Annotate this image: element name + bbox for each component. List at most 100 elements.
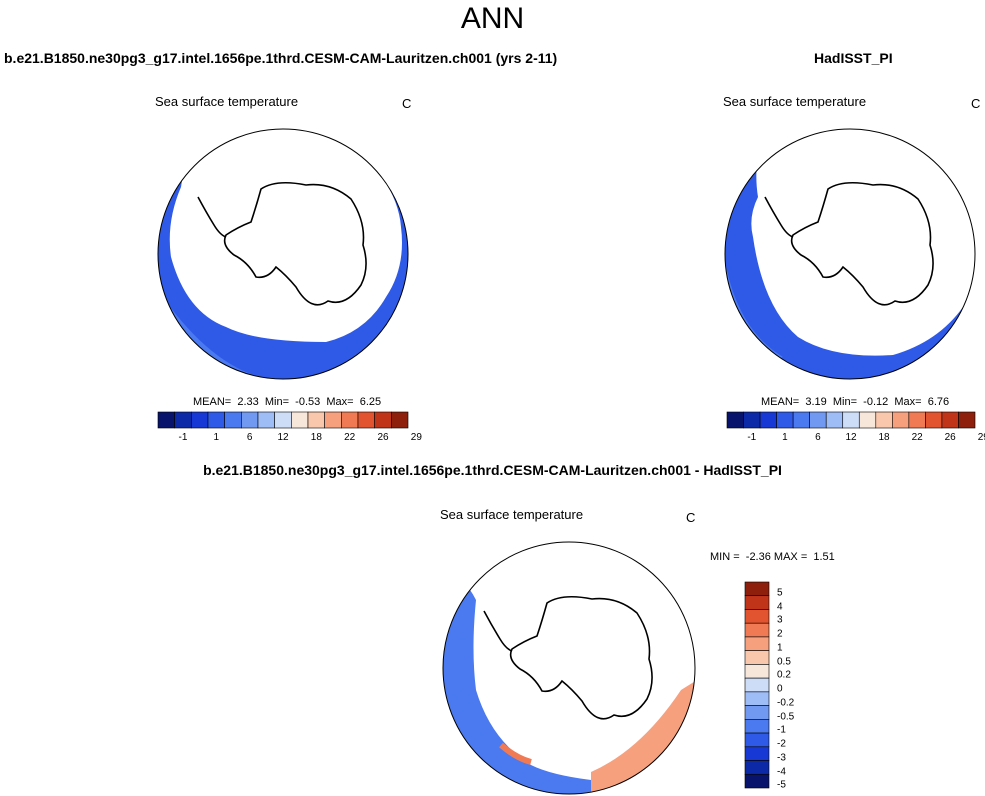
obs-colorbar-swatch bbox=[726, 411, 744, 429]
model-colorbar-swatch bbox=[357, 411, 375, 429]
model-colorbar-tick-label: -1 bbox=[178, 432, 188, 443]
diff-colorbar-tick-label: 4 bbox=[777, 601, 783, 613]
diff-antarctica-outline bbox=[509, 595, 653, 720]
obs-colorbar-tick-label: 6 bbox=[815, 432, 821, 443]
model-colorbar-labels: -1 1 6 12 18 22 26 29 bbox=[158, 432, 422, 446]
model-colorbar-swatch bbox=[307, 411, 325, 429]
model-colorbar-tick-label: 6 bbox=[246, 432, 253, 443]
obs-colorbar-swatch bbox=[858, 411, 877, 429]
obs-polar-map bbox=[724, 128, 976, 380]
figure-title: ANN bbox=[460, 2, 525, 35]
diff-case-title: b.e21.B1850.ne30pg3_g17.intel.1656pe.1th… bbox=[203, 462, 782, 478]
diff-min-value: -2.36 bbox=[745, 551, 771, 563]
model-colorbar-swatch bbox=[257, 411, 275, 429]
model-colorbar-tick-label: 29 bbox=[410, 432, 422, 443]
obs-min-value: -0.12 bbox=[863, 396, 889, 408]
model-max-value: 6.25 bbox=[359, 396, 382, 408]
model-ocean-band-north bbox=[158, 287, 408, 379]
obs-min-label: Min= bbox=[832, 396, 858, 408]
model-colorbar-swatch bbox=[291, 411, 309, 429]
diff-variable-label: Sea surface temperature bbox=[440, 507, 584, 522]
diff-colorbar-tick-label: 3 bbox=[777, 614, 783, 626]
diff-colorbar-swatch bbox=[744, 746, 770, 761]
diff-colorbar-swatch bbox=[744, 650, 770, 665]
diff-min-label: MIN = bbox=[710, 551, 740, 563]
diff-colorbar-tick-label: -1 bbox=[777, 724, 786, 736]
model-colorbar-tick-label: 18 bbox=[310, 432, 322, 443]
diff-colorbar-tick-label: -3 bbox=[777, 752, 786, 764]
diff-map-border bbox=[442, 541, 696, 795]
diff-colorbar-swatch bbox=[744, 732, 770, 748]
model-colorbar-swatch bbox=[241, 411, 259, 429]
obs-stats: MEAN= 3.19 Min= -0.12 Max= 6.76 bbox=[761, 396, 949, 408]
model-colorbar bbox=[157, 411, 409, 429]
model-colorbar-swatch bbox=[191, 411, 209, 429]
obs-mean-label: MEAN= bbox=[761, 396, 800, 408]
obs-max-value: 6.76 bbox=[927, 396, 950, 408]
diff-colorbar-tick-label: -0.2 bbox=[777, 697, 795, 709]
diff-negative-region bbox=[443, 577, 591, 794]
model-colorbar-tick-label: 22 bbox=[344, 432, 356, 443]
obs-colorbar-swatch bbox=[809, 411, 827, 429]
diff-colorbar-labels: 5 4 3 2 1 0.5 0.2 0 -0.2 -0.5 -1 -2 -3 -4 -5 bbox=[777, 582, 817, 791]
model-mean-label: MEAN= bbox=[193, 396, 232, 408]
diff-stats: MIN = -2.36 MAX = 1.51 bbox=[710, 551, 835, 563]
model-colorbar-swatch bbox=[374, 411, 392, 429]
diff-colorbar-swatch bbox=[744, 636, 770, 651]
diff-max-value: 1.51 bbox=[813, 551, 835, 563]
obs-colorbar-tick-label: 12 bbox=[845, 432, 857, 443]
diff-colorbar-tick-label: 0 bbox=[777, 683, 783, 695]
model-colorbar-swatch bbox=[174, 411, 192, 429]
diff-peninsula-outline bbox=[483, 610, 513, 652]
obs-colorbar-labels: -1 1 6 12 18 22 26 29 bbox=[727, 432, 985, 446]
diff-colorbar-swatch bbox=[744, 664, 770, 679]
diff-colorbar-tick-label: -0.5 bbox=[777, 711, 795, 723]
diff-colorbar-tick-label: 1 bbox=[777, 642, 783, 654]
diff-colorbar-swatch bbox=[744, 595, 770, 610]
model-variable-label: Sea surface temperature bbox=[155, 94, 299, 109]
diff-colorbar-tick-label: 0.2 bbox=[777, 669, 791, 681]
obs-colorbar bbox=[726, 411, 976, 429]
model-colorbar-swatch bbox=[391, 411, 409, 429]
model-map-border bbox=[157, 128, 409, 380]
diff-colorbar-swatch bbox=[744, 760, 770, 775]
model-colorbar-swatch bbox=[224, 411, 242, 429]
model-polar-map bbox=[157, 128, 409, 380]
diff-colorbar-swatch bbox=[744, 719, 770, 734]
diff-colorbar-tick-label: 0.5 bbox=[777, 656, 791, 668]
diff-colorbar-tick-label: -4 bbox=[777, 766, 786, 778]
obs-colorbar-tick-label: 22 bbox=[911, 432, 923, 443]
obs-units-label: C bbox=[971, 96, 981, 111]
model-antarctica-outline bbox=[223, 181, 367, 306]
diff-colorbar-tick-label: -5 bbox=[777, 779, 786, 791]
model-colorbar-swatch bbox=[274, 411, 292, 429]
obs-colorbar-tick-label: 18 bbox=[878, 432, 890, 443]
model-colorbar-swatch bbox=[207, 411, 225, 429]
model-peninsula-outline bbox=[197, 196, 227, 238]
obs-case-title: HadISST_PI bbox=[814, 50, 893, 66]
diff-colorbar-swatch bbox=[744, 691, 770, 706]
diff-colorbar-swatch bbox=[744, 773, 770, 789]
model-min-value: -0.53 bbox=[295, 396, 321, 408]
model-colorbar-tick-label: 12 bbox=[277, 432, 289, 443]
obs-colorbar-swatch bbox=[759, 411, 777, 429]
obs-colorbar-tick-label: -1 bbox=[747, 432, 757, 443]
diff-colorbar-swatch bbox=[744, 581, 770, 597]
diff-colorbar-swatch bbox=[744, 609, 770, 624]
model-units-label: C bbox=[402, 96, 412, 111]
diff-colorbar-swatch bbox=[744, 622, 770, 638]
obs-colorbar-swatch bbox=[776, 411, 794, 429]
diff-colorbar-swatch bbox=[744, 705, 770, 720]
obs-colorbar-swatch bbox=[908, 411, 926, 429]
model-colorbar-swatch bbox=[341, 411, 359, 429]
obs-variable-label: Sea surface temperature bbox=[723, 94, 867, 109]
obs-antarctica-outline bbox=[790, 181, 934, 306]
obs-colorbar-swatch bbox=[792, 411, 810, 429]
obs-colorbar-swatch bbox=[875, 411, 893, 429]
obs-colorbar-tick-label: 26 bbox=[944, 432, 956, 443]
obs-colorbar-swatch bbox=[743, 411, 761, 429]
diff-max-label: MAX = bbox=[773, 551, 808, 563]
diff-colorbar-tick-label: 5 bbox=[777, 587, 783, 599]
model-mean-value: 2.33 bbox=[237, 396, 259, 408]
diff-positive-patch bbox=[499, 742, 532, 765]
